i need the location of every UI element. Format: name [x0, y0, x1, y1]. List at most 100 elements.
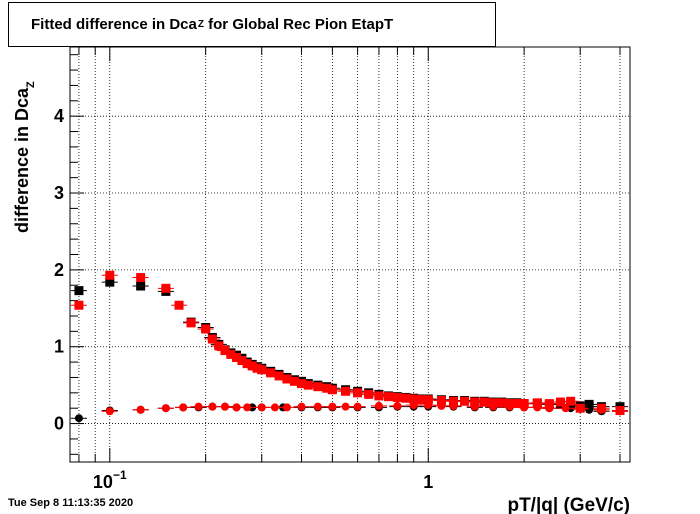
axis-labels: pT/|q| (GeV/c) difference in DcaZ 0 1 2 3 4 1…: [12, 81, 630, 514]
data-point: [615, 407, 624, 416]
data-point: [161, 404, 170, 413]
data-point: [353, 388, 363, 398]
data-point: [322, 383, 332, 393]
data-point: [545, 404, 554, 413]
x-tick-label: 1: [423, 472, 433, 492]
data-point: [364, 389, 374, 399]
data-point: [201, 324, 211, 334]
data-point: [409, 401, 418, 410]
data-point: [449, 401, 458, 410]
data-point: [232, 403, 241, 412]
data-point: [584, 399, 594, 409]
chart-title-post: for Global Rec Pion EtapT: [203, 16, 394, 33]
chart-title-sub: Z: [197, 19, 204, 30]
data-point: [270, 403, 279, 412]
data-point: [237, 356, 247, 366]
data-point: [520, 403, 529, 412]
data-point: [74, 300, 84, 310]
data-point: [136, 405, 145, 414]
y-axis-label-pre: difference in Dca: [12, 87, 32, 233]
y-axis-label: difference in DcaZ: [12, 81, 37, 233]
data-marks: [70, 270, 629, 423]
series-1: [70, 402, 629, 423]
data-point: [242, 359, 252, 369]
data-point: [544, 399, 554, 409]
data-point: [297, 379, 307, 389]
data-point: [448, 396, 458, 406]
data-point: [207, 334, 217, 344]
data-point: [257, 403, 266, 412]
data-point: [257, 365, 267, 375]
data-point: [479, 397, 489, 407]
data-point: [105, 277, 115, 287]
data-point: [561, 404, 570, 413]
data-point: [266, 368, 276, 378]
data-point: [208, 402, 217, 411]
data-point: [392, 392, 402, 402]
data-point: [401, 393, 411, 403]
chart-title-pre: Fitted difference in Dca: [31, 16, 197, 33]
data-point: [409, 394, 419, 404]
data-point: [220, 402, 229, 411]
data-point: [470, 397, 480, 407]
data-point: [136, 273, 146, 283]
chart-title: Fitted difference in Dca Z for Global Rec…: [8, 2, 496, 47]
data-point: [274, 371, 284, 381]
data-point: [313, 382, 323, 392]
y-tick-label: 4: [54, 106, 64, 126]
data-point: [136, 281, 146, 291]
data-point: [214, 341, 224, 351]
data-point: [436, 396, 446, 406]
data-point: [489, 402, 498, 411]
data-point: [374, 401, 383, 410]
data-point: [383, 392, 393, 402]
x-tick-label-base: 10: [93, 472, 113, 492]
y-tick-label: 0: [54, 414, 64, 434]
data-point: [220, 346, 230, 356]
x-axis-label: pT/|q| (GeV/c): [507, 495, 630, 514]
x-tick-label-exponent: −1: [113, 468, 127, 482]
y-axis-label-sub: Z: [25, 81, 37, 88]
data-point: [576, 404, 585, 413]
data-point: [341, 386, 351, 396]
series-2: [70, 270, 629, 416]
data-point: [226, 349, 236, 359]
data-point: [247, 361, 257, 371]
plot-frame: [69, 46, 631, 463]
data-point: [533, 403, 542, 412]
data-point: [161, 283, 171, 293]
data-point: [297, 402, 306, 411]
data-point: [174, 300, 184, 310]
data-point: [555, 397, 565, 407]
data-point: [303, 380, 313, 390]
data-point: [460, 396, 470, 406]
data-point: [186, 318, 196, 328]
y-tick-label: 2: [54, 260, 64, 280]
data-point: [194, 402, 203, 411]
axis-ticks: [70, 47, 621, 462]
data-point: [179, 403, 188, 412]
data-point: [105, 270, 115, 280]
x-tick-label: 10−1: [93, 468, 127, 492]
data-point: [437, 401, 446, 410]
data-point: [74, 286, 84, 296]
data-point: [353, 402, 362, 411]
data-point: [252, 363, 262, 373]
data-point: [289, 376, 299, 386]
data-point: [566, 396, 576, 406]
footer-date: Tue Sep 8 11:13:35 2020: [8, 497, 134, 509]
data-point: [374, 391, 384, 401]
series-3: [101, 401, 629, 416]
data-point: [532, 398, 542, 408]
data-point: [282, 374, 292, 384]
data-point: [424, 401, 433, 410]
data-point: [105, 407, 114, 416]
data-point: [393, 401, 402, 410]
data-point: [313, 402, 322, 411]
data-point: [341, 402, 350, 411]
data-point: [585, 405, 594, 414]
data-point: [505, 402, 514, 411]
data-point: [470, 402, 479, 411]
data-point: [328, 402, 337, 411]
